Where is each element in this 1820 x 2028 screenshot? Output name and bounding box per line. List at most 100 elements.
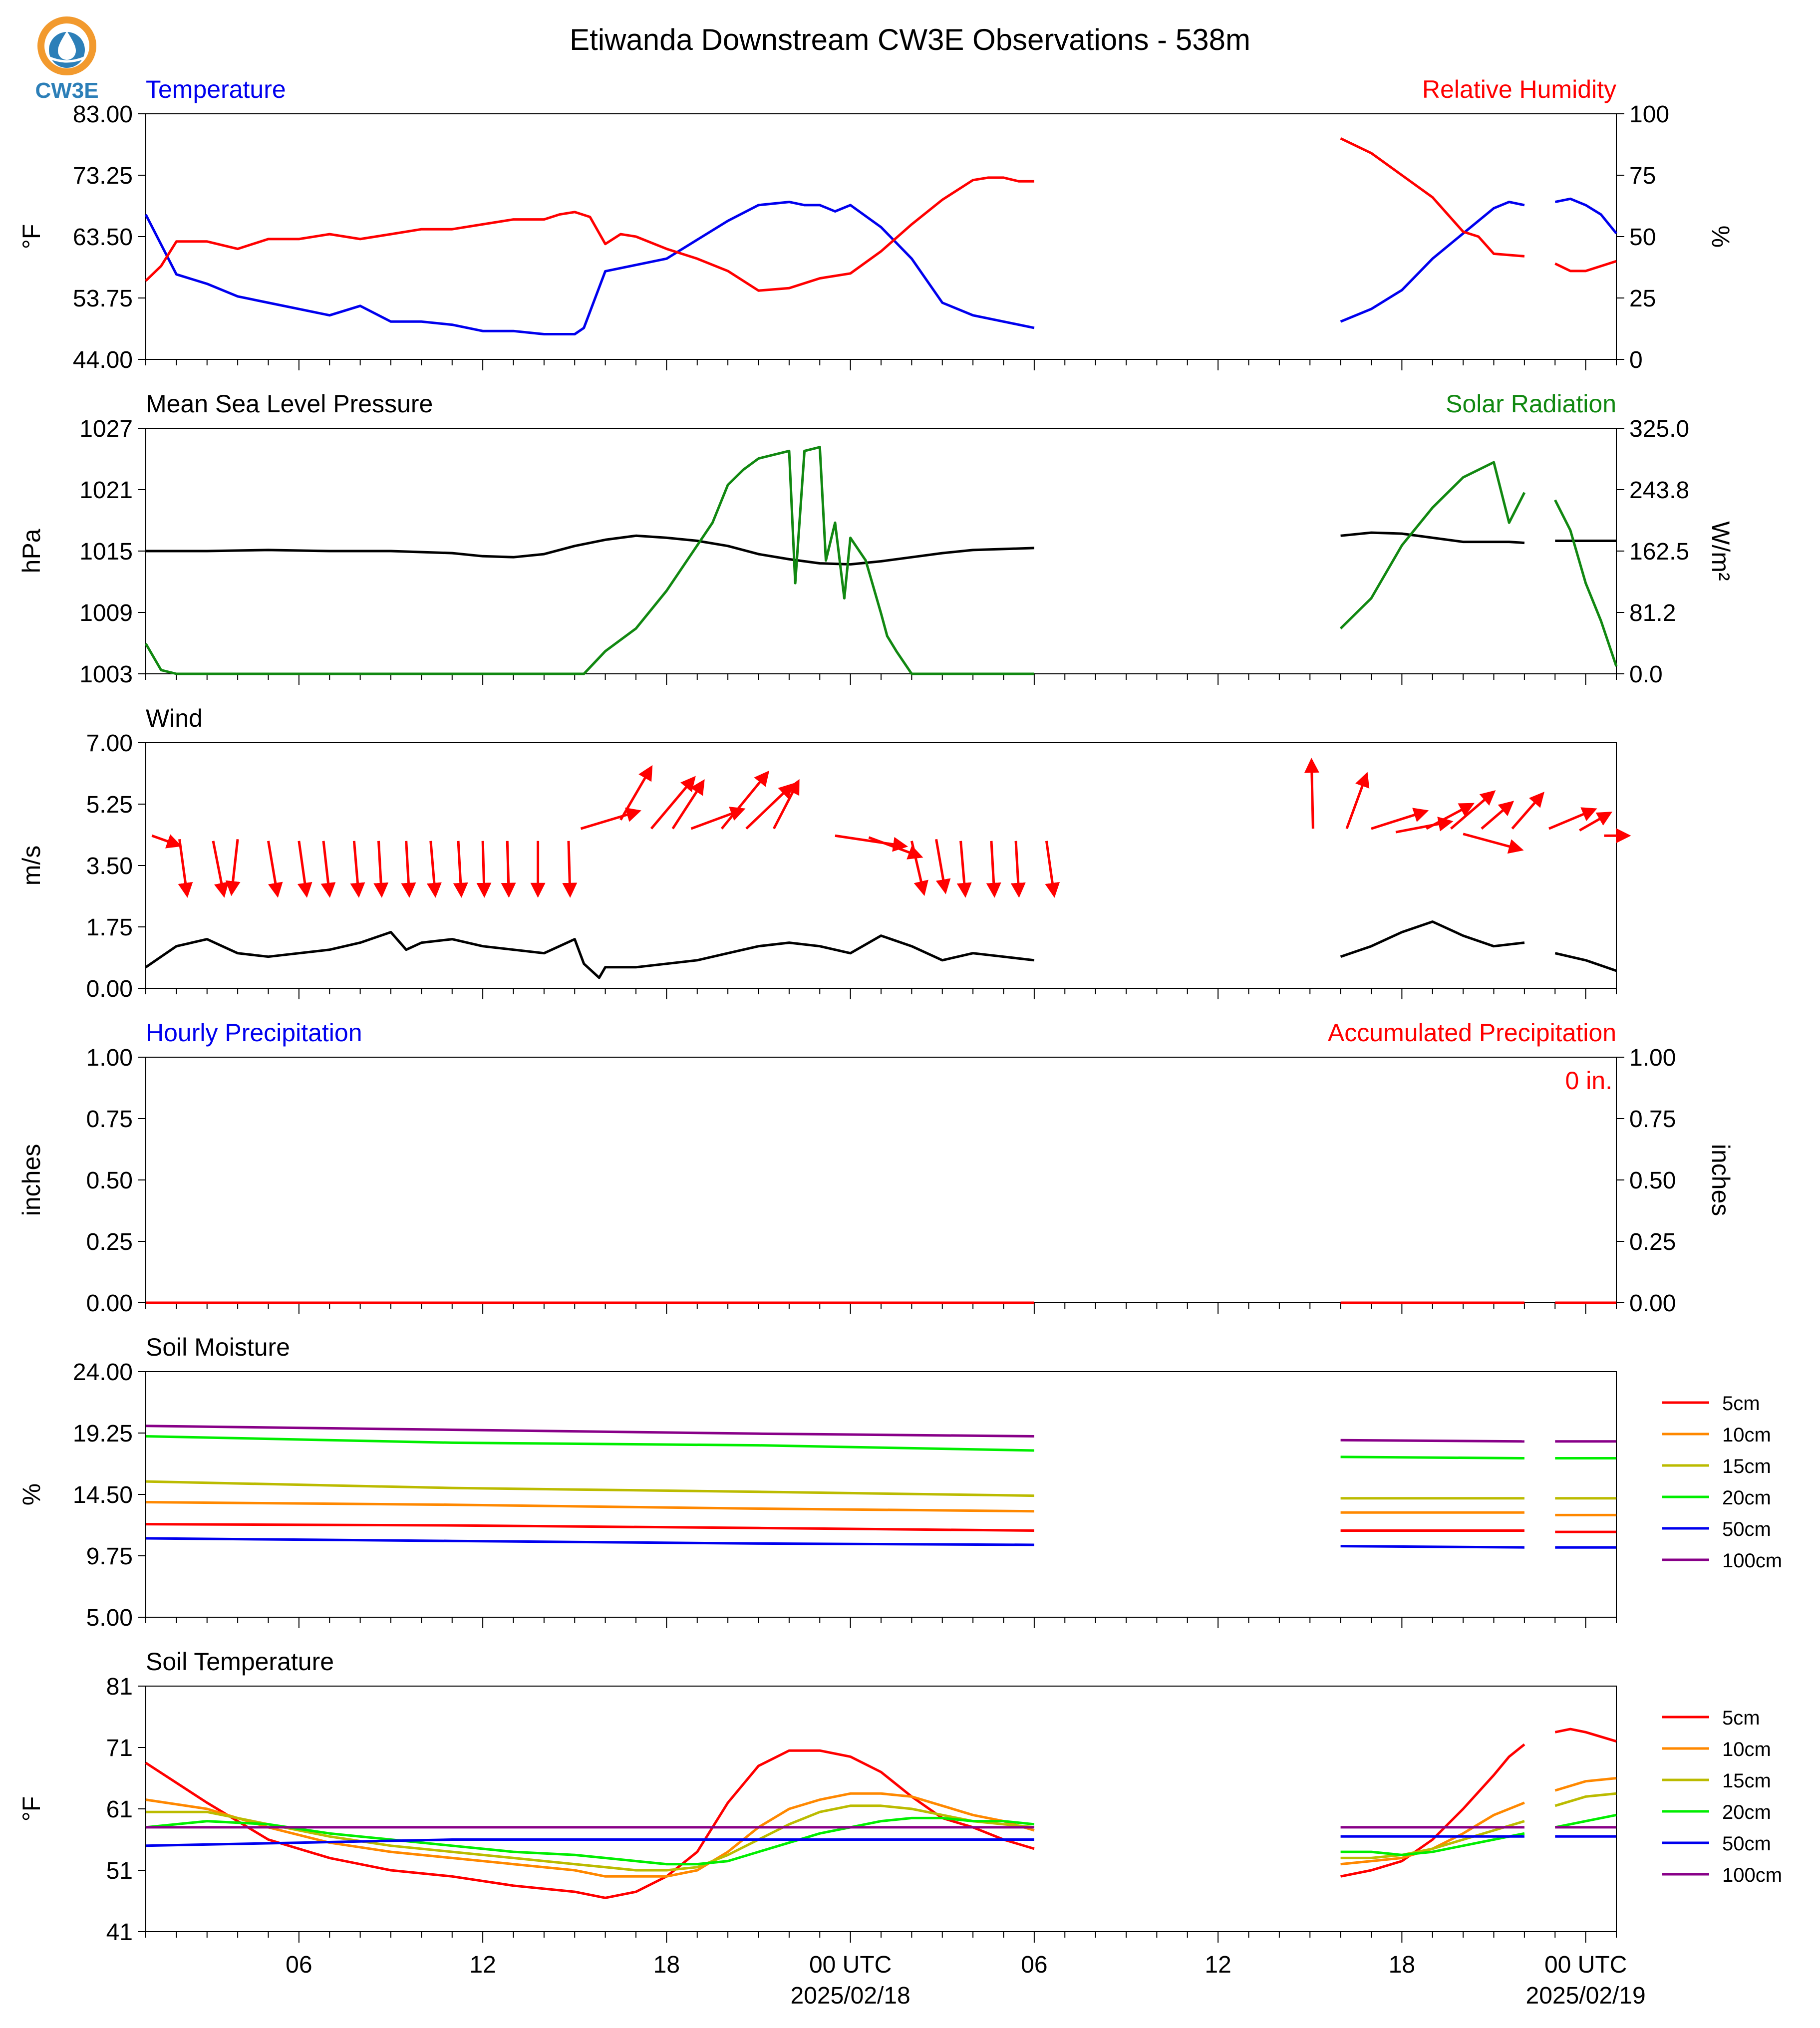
- y-tick-label: 1021: [79, 477, 133, 504]
- droplet-icon: [58, 31, 76, 60]
- series-line-5cm: [145, 1749, 1035, 1899]
- y-tick-label: 0.00: [86, 1290, 133, 1317]
- y-tick-label: 51: [106, 1858, 133, 1884]
- x-date-label: 2025/02/19: [1526, 1983, 1646, 2009]
- x-tick-label: 00 UTC: [1544, 1952, 1627, 1978]
- wind-arrow: [453, 841, 468, 898]
- legend-label: 5cm: [1722, 1393, 1760, 1415]
- y2-tick-label: 0: [1629, 347, 1643, 373]
- logo-text: CW3E: [35, 78, 98, 103]
- y-tick-label: 44.00: [73, 347, 133, 373]
- y-tick-label: 1015: [79, 539, 133, 565]
- wind-arrow: [1010, 841, 1026, 898]
- y2-tick-label: 325.0: [1629, 416, 1689, 442]
- y-tick-label: 63.50: [73, 224, 133, 251]
- chart-title: Etiwanda Downstream CW3E Observations - …: [570, 23, 1250, 56]
- series-line-relative-humidity: [1340, 137, 1525, 258]
- wind-arrow: [1304, 758, 1319, 829]
- panel-title-left: Temperature: [146, 75, 286, 103]
- wind-arrow: [562, 841, 578, 898]
- legend-label: 20cm: [1722, 1801, 1771, 1823]
- y2-tick-label: 75: [1629, 163, 1656, 189]
- panels: Temperature Relative Humidity 44.00 53.75 63…: [17, 75, 1782, 2009]
- y-axis-label: inches: [17, 1144, 45, 1216]
- series-line-100cm: [145, 1425, 1034, 1438]
- wind-arrow: [910, 841, 928, 896]
- series-line-solar-radiation: [1554, 499, 1618, 667]
- wind-arrow: [1371, 808, 1429, 830]
- wind-arrow: [1426, 803, 1475, 830]
- x-tick-label: 12: [469, 1952, 496, 1978]
- y-tick-label: 0.25: [86, 1229, 133, 1255]
- panel-title-left: Soil Moisture: [146, 1333, 290, 1361]
- y-tick-label: 83.00: [73, 101, 133, 128]
- panel-title-left: Mean Sea Level Pressure: [146, 390, 433, 418]
- panel-title-left: Hourly Precipitation: [146, 1019, 362, 1047]
- y-tick-label: 3.50: [86, 853, 133, 879]
- series-line-20cm: [145, 1435, 1034, 1452]
- wind-arrow: [1045, 841, 1060, 898]
- y2-tick-label: 0.00: [1629, 1290, 1676, 1317]
- x-tick-label: 06: [1021, 1952, 1047, 1978]
- wind-arrow: [720, 770, 770, 830]
- y-tick-label: 0.75: [86, 1106, 133, 1133]
- panel-title-right: Accumulated Precipitation: [1328, 1019, 1616, 1047]
- panel-temp_rh: Temperature Relative Humidity 44.00 53.75 63…: [17, 75, 1735, 373]
- series-line-15cm: [146, 1804, 1035, 1872]
- y2-tick-label: 50: [1629, 224, 1656, 251]
- wind-arrow: [772, 779, 800, 830]
- series-line-20cm: [1340, 1455, 1524, 1459]
- series-line-20cm: [1340, 1832, 1525, 1856]
- series-line-15cm: [1340, 1820, 1525, 1859]
- y2-tick-label: 0.75: [1629, 1106, 1676, 1133]
- y-tick-label: 71: [106, 1735, 133, 1761]
- legend-label: 15cm: [1722, 1455, 1771, 1477]
- legend-label: 50cm: [1722, 1518, 1771, 1540]
- wind-arrow: [373, 841, 389, 898]
- wind-arrow: [1548, 807, 1597, 830]
- y2-tick-label: 100: [1629, 101, 1669, 128]
- legend-label: 5cm: [1722, 1707, 1760, 1729]
- y-tick-label: 73.25: [73, 163, 133, 189]
- wind-arrow: [1395, 817, 1454, 834]
- y-tick-label: 53.75: [73, 286, 133, 312]
- y-tick-label: 1003: [79, 661, 133, 688]
- y-tick-label: 7.00: [86, 730, 133, 757]
- series-line-15cm: [1554, 1792, 1617, 1807]
- x-tick-label: 18: [1389, 1952, 1415, 1978]
- wind-arrow: [1481, 801, 1515, 830]
- series-line-temperature: [1340, 201, 1525, 323]
- y-tick-label: 19.25: [73, 1421, 133, 1447]
- x-tick-label: 06: [286, 1952, 312, 1978]
- y-axis-label: °F: [17, 224, 45, 250]
- wind-arrow: [868, 836, 923, 860]
- y-tick-label: 1.75: [86, 914, 133, 941]
- series-line-5cm: [1340, 1743, 1525, 1878]
- series-line-10cm: [145, 1501, 1034, 1513]
- series-line-mean-sea-level-pressure: [1340, 531, 1525, 545]
- wind-arrow: [212, 841, 229, 898]
- series-line-20cm: [1554, 1813, 1617, 1829]
- wind-arrow: [1511, 792, 1544, 830]
- y-tick-label: 1009: [79, 600, 133, 626]
- series-line-50cm: [145, 1537, 1034, 1546]
- legend-label: 15cm: [1722, 1770, 1771, 1792]
- y-axis-label: %: [17, 1483, 45, 1505]
- y-axis-label: m/s: [17, 846, 45, 886]
- y-tick-label: 0.50: [86, 1167, 133, 1194]
- series-line-20cm: [145, 1816, 1035, 1866]
- panel-soil_moisture: Soil Moisture 5.00 9.75 14.50 19.25 24.00% 5cm…: [17, 1333, 1782, 1631]
- wind-arrow: [151, 834, 182, 849]
- series-line-5cm: [1554, 1728, 1617, 1743]
- y2-tick-label: 0.0: [1629, 661, 1663, 688]
- series-line-15cm: [145, 1480, 1034, 1497]
- accumulated-total-label: 0 in.: [1565, 1067, 1612, 1095]
- y-tick-label: 1027: [79, 416, 133, 442]
- series-line-wind-speed: [145, 931, 1035, 979]
- series-line-wind-speed: [1340, 920, 1525, 958]
- wind-arrow: [671, 779, 705, 830]
- y-axis-label: hPa: [17, 529, 45, 573]
- y-tick-label: 5.25: [86, 792, 133, 818]
- legend-label: 10cm: [1722, 1738, 1771, 1760]
